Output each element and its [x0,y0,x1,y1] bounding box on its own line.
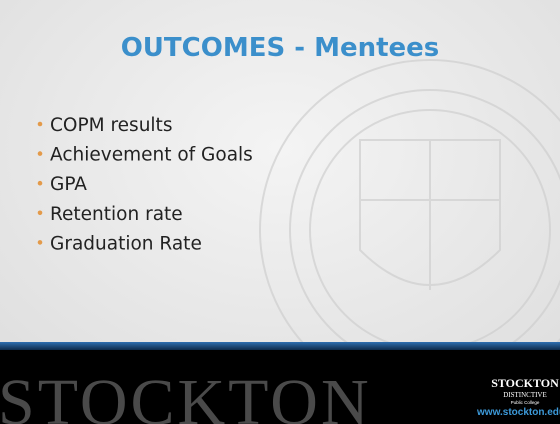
logo-name: STOCKTON [491,376,559,390]
bullet-text: Achievement of Goals [50,145,253,166]
logo-tagline: DISTINCTIVE [503,391,547,399]
bullet-dot [37,121,43,127]
footer-wordmark: STOCKTON [0,366,372,424]
bullet-list: COPM results Achievement of Goals GPA Reten… [37,115,253,254]
slide-title: OUTCOMES - Mentees [121,33,440,63]
bullet-dot [37,210,43,216]
bullet-dot [37,151,43,156]
bullet-text: Retention rate [50,204,183,225]
bullet-text: GPA [50,174,87,195]
bullet-dot [37,180,43,186]
bullet-text: Graduation Rate [50,233,202,254]
footer-band [0,350,560,424]
bullet-text: COPM results [50,115,172,136]
bullet-dot [37,240,43,245]
footer-stripe [0,342,560,350]
logo-subtitle: Public College [511,400,540,405]
logo-url: www.stockton.edu [476,407,560,418]
